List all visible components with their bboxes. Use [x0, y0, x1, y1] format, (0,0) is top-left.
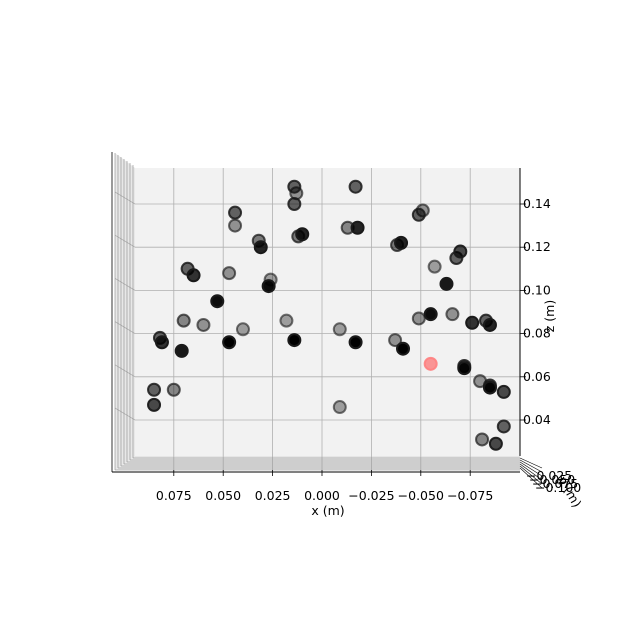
x-ticks: 0.075 0.050 0.025 0.000 −0.025 −0.050 −0.075	[156, 470, 493, 503]
data-point	[235, 322, 250, 337]
y-tick-label: −0.075	[532, 476, 578, 491]
floor-pane	[115, 456, 520, 470]
data-point	[411, 311, 426, 326]
data-point	[228, 218, 243, 233]
z-side-gridline	[114, 191, 136, 205]
x-tick-label: 0.050	[205, 488, 241, 503]
data-point	[332, 400, 347, 415]
data-point	[287, 333, 302, 348]
x-tick-label: −0.075	[447, 488, 493, 503]
x-tick-label: 0.025	[255, 488, 291, 503]
z-tick-label: 0.14	[523, 196, 551, 211]
data-point	[176, 313, 191, 328]
data-point	[496, 384, 511, 399]
data-point	[287, 179, 302, 194]
data-point	[475, 432, 490, 447]
z-side-gridline	[114, 278, 136, 291]
z-tick-label: 0.12	[523, 239, 551, 254]
data-point	[174, 343, 189, 358]
z-axis-label: z (m)	[542, 300, 557, 332]
data-point	[348, 179, 363, 194]
y-tick-label: −0.025	[526, 468, 572, 483]
x-tick-label: −0.025	[348, 488, 394, 503]
data-point	[196, 317, 211, 332]
data-point	[488, 436, 503, 451]
y-tick-mark	[519, 461, 543, 477]
y-tick-mark	[519, 457, 543, 469]
y-tick-label: −0.050	[529, 472, 575, 487]
data-point	[210, 294, 225, 309]
data-point	[222, 266, 237, 281]
data-point	[439, 276, 454, 291]
y-tick-mark	[519, 459, 543, 473]
z-tick-label: 0.04	[523, 412, 551, 427]
y-tick-mark	[519, 465, 543, 485]
y-ticks-residue: −0.025−0.050−0.075−0.100	[519, 457, 581, 495]
back-pane	[135, 168, 520, 456]
data-point	[287, 197, 302, 211]
x-tick-label: −0.050	[398, 488, 444, 503]
x-axis-label: x (m)	[311, 503, 344, 518]
data-point	[482, 317, 497, 332]
data-point	[228, 205, 243, 220]
data-point	[457, 361, 472, 376]
data-point	[350, 220, 365, 235]
data-point	[427, 259, 442, 274]
data-point	[253, 240, 268, 255]
data-points	[147, 179, 511, 451]
z-side-gridline	[114, 407, 136, 421]
x-tick-label: 0.000	[304, 488, 340, 503]
data-point	[332, 322, 347, 337]
data-point	[396, 341, 411, 356]
z-tick-label: 0.08	[523, 326, 551, 341]
z-ticks: 0.04 0.06 0.08 0.10 0.12 0.14	[520, 196, 551, 427]
data-point	[295, 227, 310, 242]
z-tick-label: 0.10	[523, 282, 551, 297]
depth-lines	[114, 153, 520, 471]
data-point	[147, 397, 162, 412]
data-point	[348, 335, 363, 350]
data-point	[279, 313, 294, 328]
y-tick-mark	[519, 463, 543, 481]
y-tick-mark	[519, 467, 543, 489]
axes	[111, 152, 521, 473]
z-side-gridline	[114, 321, 136, 334]
data-point	[388, 333, 403, 348]
y-tick-label: −0.100	[535, 480, 581, 495]
data-point	[394, 235, 409, 250]
highlighted-data-point	[423, 356, 438, 371]
x-tick-label: 0.075	[156, 488, 192, 503]
data-point	[147, 382, 162, 397]
z-side-gridline	[114, 234, 136, 248]
data-point	[411, 207, 426, 222]
data-point	[496, 419, 511, 434]
data-point	[261, 279, 276, 294]
data-point	[222, 335, 237, 350]
data-point	[154, 335, 169, 350]
data-point	[186, 268, 201, 283]
data-point	[465, 315, 480, 330]
data-point	[423, 307, 438, 322]
data-point	[445, 307, 460, 322]
z-side-gridline	[114, 364, 136, 378]
z-tick-label: 0.06	[523, 369, 551, 384]
data-point	[453, 244, 468, 259]
data-point	[482, 380, 497, 395]
data-point	[166, 382, 181, 397]
